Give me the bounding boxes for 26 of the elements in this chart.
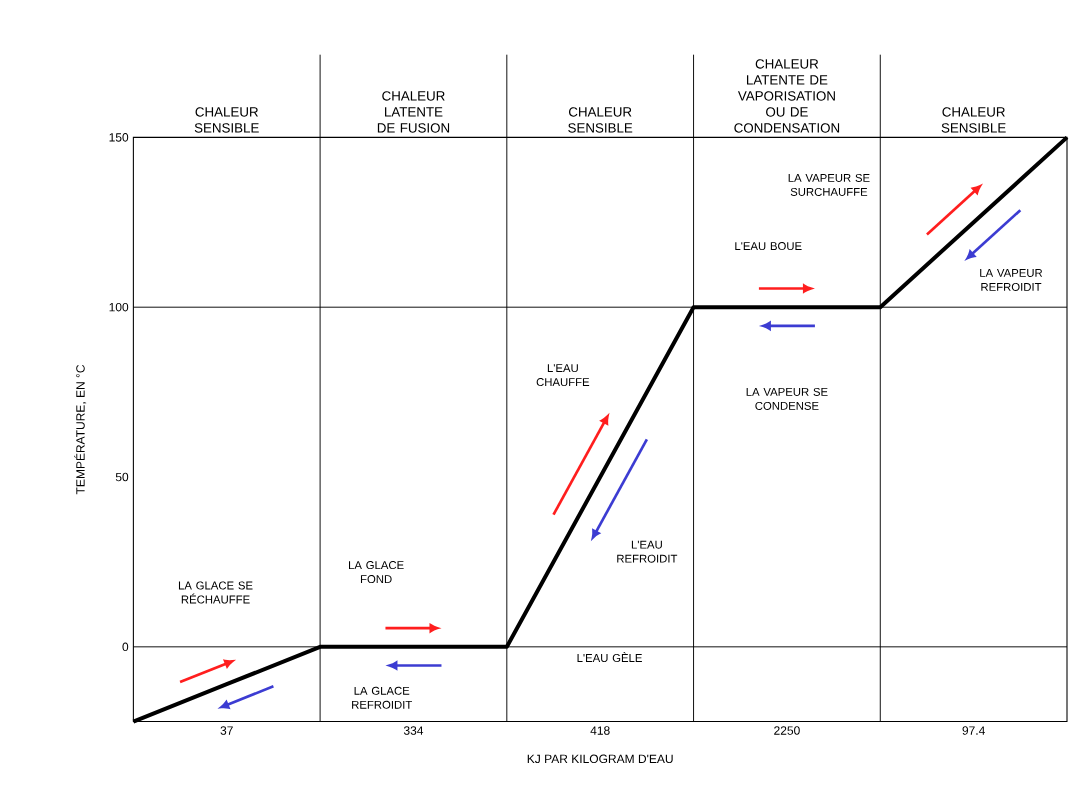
x-tick-label: 418 — [590, 726, 610, 735]
annotation: L'EAU GÈLE — [577, 652, 642, 663]
annotation: LA VAPEUR SE SURCHAUFFE — [788, 174, 870, 197]
x-axis-title: KJ PAR KILOGRAM D'EAU — [527, 754, 673, 764]
x-tick-label: 37 — [220, 726, 233, 735]
text: CHALEUR SENSIBLE — [941, 107, 1006, 133]
annotation: LA VAPEUR REFROIDIT — [980, 269, 1043, 292]
text: CHALEUR LATENTE DE VAPORISATION OU DE CONDENSATION — [734, 59, 840, 133]
annotation: L'EAU BOUE — [735, 242, 802, 251]
x-tick-label: 2250 — [774, 726, 800, 735]
annotation: LA GLACE REFROIDIT — [352, 686, 413, 709]
annotation: L'EAU CHAUFFE — [536, 364, 590, 387]
text: CHALEUR SENSIBLE — [568, 107, 633, 133]
y-tick-label: 0 — [122, 642, 129, 652]
y-tick-label: 100 — [109, 303, 129, 312]
y-axis-title: TEMPÉRATURE, EN °C — [74, 365, 87, 495]
text: CHALEUR LATENTE DE FUSION — [377, 91, 450, 133]
annotation: L'EAU REFROIDIT — [617, 540, 678, 563]
y-tick-label: 150 — [109, 133, 129, 142]
x-tick-label: 334 — [403, 726, 424, 735]
annotation: LA GLACE FOND — [349, 561, 404, 584]
annotation: LA VAPEUR SE CONDENSE — [746, 388, 828, 411]
annotation: LA GLACE SE RÉCHAUFFE — [178, 581, 253, 604]
y-tick-label: 50 — [115, 472, 129, 482]
x-tick-label: 97.4 — [962, 726, 985, 735]
text: CHALEUR SENSIBLE — [194, 107, 259, 133]
